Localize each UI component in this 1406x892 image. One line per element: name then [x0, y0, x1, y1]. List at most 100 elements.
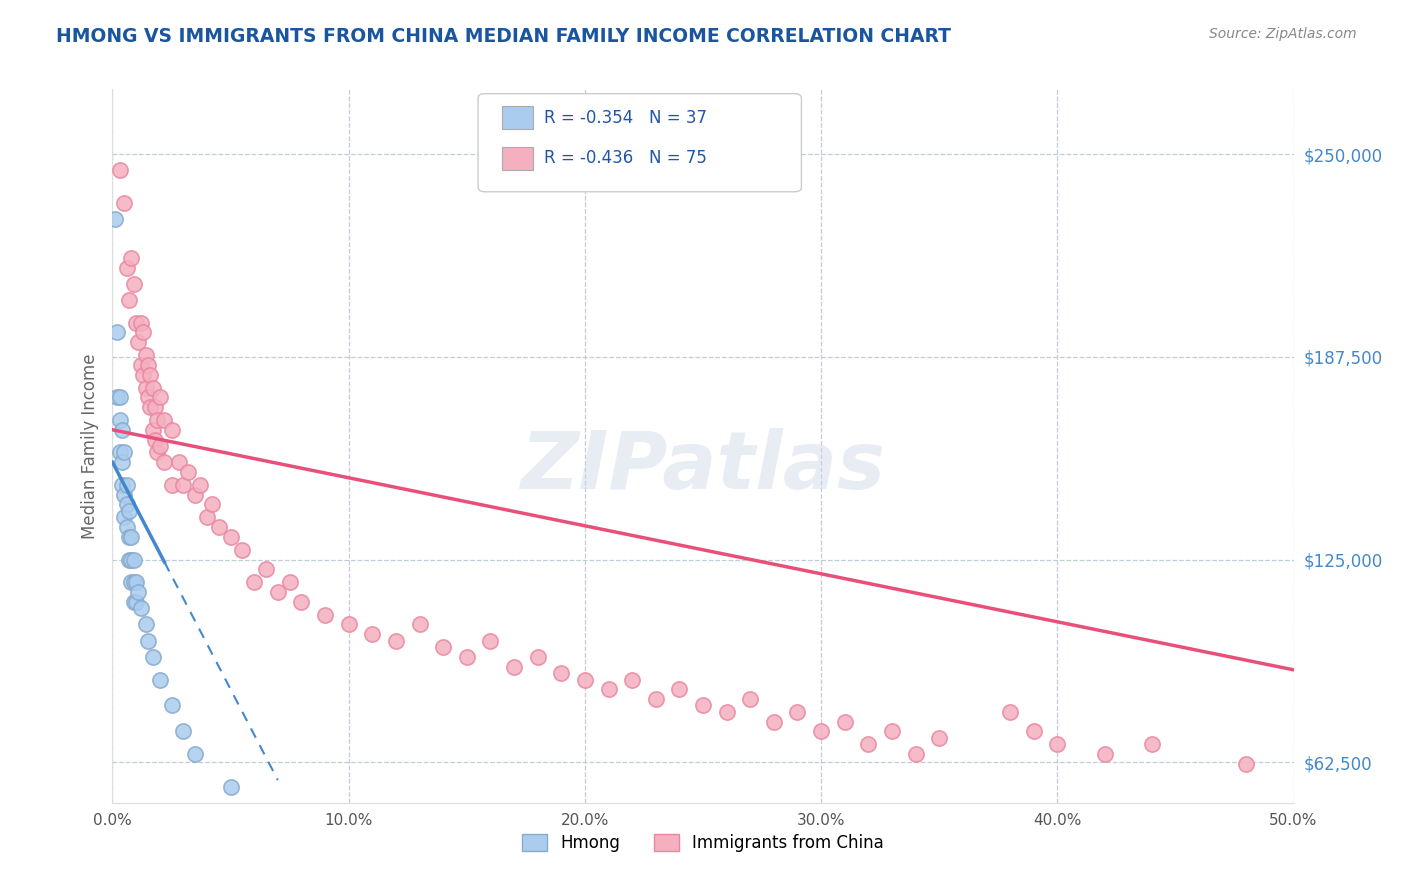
Point	[644, 692, 666, 706]
Point	[127, 335, 149, 350]
Point	[290, 595, 312, 609]
Point	[668, 682, 690, 697]
Point	[111, 478, 134, 492]
Point	[160, 698, 183, 713]
Point	[120, 552, 142, 566]
Point	[135, 348, 157, 362]
Point	[135, 381, 157, 395]
Point	[118, 552, 141, 566]
Point	[184, 488, 207, 502]
Point	[408, 617, 430, 632]
Point	[105, 326, 128, 340]
Point	[122, 552, 145, 566]
Point	[598, 682, 620, 697]
Point	[108, 413, 131, 427]
Point	[834, 714, 856, 729]
Point	[1046, 738, 1069, 752]
Point	[108, 390, 131, 404]
Y-axis label: Median Family Income: Median Family Income	[80, 353, 98, 539]
Point	[118, 504, 141, 518]
Point	[503, 659, 526, 673]
Point	[122, 575, 145, 590]
Text: HMONG VS IMMIGRANTS FROM CHINA MEDIAN FAMILY INCOME CORRELATION CHART: HMONG VS IMMIGRANTS FROM CHINA MEDIAN FA…	[56, 27, 952, 45]
Point	[219, 780, 242, 794]
Point	[337, 617, 360, 632]
Point	[177, 465, 200, 479]
Point	[172, 478, 194, 492]
Point	[149, 390, 172, 404]
Point	[716, 705, 738, 719]
Point	[184, 747, 207, 761]
Point	[1140, 738, 1163, 752]
Point	[104, 211, 127, 226]
Point	[432, 640, 454, 654]
Point	[125, 575, 148, 590]
Point	[456, 649, 478, 664]
Point	[132, 368, 155, 382]
Point	[115, 478, 138, 492]
Point	[998, 705, 1021, 719]
Point	[167, 455, 190, 469]
Point	[149, 673, 172, 687]
Point	[219, 530, 242, 544]
Point	[112, 195, 135, 210]
Point	[149, 439, 172, 453]
Point	[129, 316, 152, 330]
Point	[127, 585, 149, 599]
Point	[1234, 756, 1257, 771]
Point	[146, 413, 169, 427]
Point	[254, 562, 277, 576]
Point	[108, 445, 131, 459]
Point	[142, 423, 165, 437]
Point	[243, 575, 266, 590]
Point	[201, 497, 224, 511]
Point	[146, 445, 169, 459]
Point	[153, 413, 176, 427]
Point	[112, 488, 135, 502]
Point	[692, 698, 714, 713]
Point	[135, 617, 157, 632]
Point	[136, 633, 159, 648]
Point	[118, 293, 141, 307]
Point	[160, 478, 183, 492]
Point	[385, 633, 408, 648]
Point	[762, 714, 785, 729]
Point	[810, 724, 832, 739]
Point	[928, 731, 950, 745]
Point	[120, 575, 142, 590]
Legend: Hmong, Immigrants from China: Hmong, Immigrants from China	[516, 827, 890, 859]
Point	[129, 601, 152, 615]
Text: R = -0.354   N = 37: R = -0.354 N = 37	[544, 109, 707, 127]
Point	[267, 585, 290, 599]
Point	[105, 390, 128, 404]
Point	[740, 692, 762, 706]
Point	[361, 627, 384, 641]
Point	[314, 607, 336, 622]
Point	[208, 520, 231, 534]
Point	[120, 530, 142, 544]
Point	[231, 542, 253, 557]
Point	[1094, 747, 1116, 761]
Point	[139, 368, 162, 382]
Point	[132, 326, 155, 340]
Point	[479, 633, 502, 648]
Point	[526, 649, 548, 664]
Point	[904, 747, 927, 761]
Point	[550, 666, 572, 681]
Point	[125, 595, 148, 609]
Point	[125, 316, 148, 330]
Point	[786, 705, 808, 719]
Point	[142, 381, 165, 395]
Point	[115, 497, 138, 511]
Point	[858, 738, 880, 752]
Point	[111, 423, 134, 437]
Point	[172, 724, 194, 739]
Point	[254, 822, 277, 836]
Point	[118, 530, 141, 544]
Point	[143, 400, 166, 414]
Point	[122, 277, 145, 291]
Point	[111, 455, 134, 469]
Text: R = -0.436   N = 75: R = -0.436 N = 75	[544, 149, 707, 168]
Text: Source: ZipAtlas.com: Source: ZipAtlas.com	[1209, 27, 1357, 41]
Point	[136, 358, 159, 372]
